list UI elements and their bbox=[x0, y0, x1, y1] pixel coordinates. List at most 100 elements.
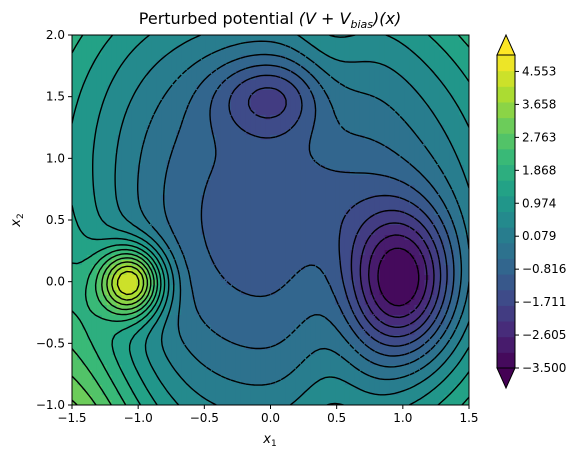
contour-cell bbox=[339, 335, 346, 341]
contour-cell bbox=[459, 280, 465, 286]
contour-cell bbox=[404, 290, 411, 296]
contour-cell bbox=[335, 170, 341, 176]
contour-cell bbox=[240, 210, 247, 216]
contour-cell bbox=[86, 135, 93, 141]
contour-cell bbox=[399, 265, 406, 271]
contour-cell bbox=[76, 155, 83, 161]
contour-cell bbox=[141, 85, 148, 91]
contour-cell bbox=[141, 100, 148, 106]
contour-cell bbox=[136, 275, 143, 281]
contour-cell bbox=[91, 290, 98, 296]
contour-cell bbox=[414, 225, 420, 231]
contour-cell bbox=[320, 225, 326, 231]
contour-cell bbox=[116, 340, 123, 346]
contour-cell bbox=[205, 110, 212, 116]
contour-cell bbox=[91, 110, 98, 116]
contour-cell bbox=[454, 35, 460, 41]
contour-cell bbox=[225, 245, 232, 251]
contour-cell bbox=[121, 225, 128, 231]
contour-cell bbox=[161, 100, 167, 106]
contour-cell bbox=[101, 70, 108, 76]
contour-cell bbox=[146, 35, 152, 41]
contour-cell bbox=[315, 205, 321, 211]
contour-cell bbox=[315, 140, 321, 146]
contour-cell bbox=[225, 165, 232, 171]
contour-cell bbox=[459, 225, 465, 231]
contour-cell bbox=[146, 325, 152, 331]
contour-cell bbox=[330, 95, 336, 101]
contour-cell bbox=[151, 190, 157, 196]
contour-cell bbox=[359, 140, 366, 146]
contour-cell bbox=[285, 270, 291, 276]
contour-cell bbox=[364, 185, 371, 191]
contour-cell bbox=[444, 45, 450, 51]
contour-cell bbox=[255, 290, 262, 296]
contour-cell bbox=[151, 185, 157, 191]
contour-cell bbox=[384, 245, 391, 251]
contour-cell bbox=[171, 150, 177, 156]
contour-cell bbox=[409, 160, 416, 166]
contour-cell bbox=[196, 275, 202, 281]
contour-cell bbox=[245, 160, 252, 166]
contour-cell bbox=[186, 305, 192, 311]
contour-cell bbox=[250, 140, 257, 146]
contour-cell bbox=[230, 115, 237, 121]
contour-cell bbox=[339, 210, 346, 216]
contour-cell bbox=[344, 205, 351, 211]
contour-cell bbox=[260, 145, 267, 151]
contour-cell bbox=[369, 340, 376, 346]
contour-cell bbox=[310, 85, 316, 91]
contour-cell bbox=[156, 155, 162, 161]
contour-cell bbox=[454, 55, 460, 61]
contour-cell bbox=[86, 315, 93, 321]
contour-cell bbox=[215, 305, 222, 311]
contour-cell bbox=[86, 125, 93, 131]
contour-cell bbox=[151, 140, 157, 146]
contour-cell bbox=[106, 215, 113, 221]
contour-cell bbox=[320, 160, 326, 166]
contour-cell bbox=[205, 35, 212, 41]
contour-cell bbox=[434, 290, 440, 296]
contour-cell bbox=[449, 180, 455, 186]
contour-cell bbox=[330, 335, 336, 341]
contour-cell bbox=[230, 80, 237, 86]
contour-cell bbox=[106, 100, 113, 106]
contour-cell bbox=[374, 45, 381, 51]
contour-cell bbox=[141, 305, 148, 311]
contour-cell bbox=[126, 130, 133, 136]
contour-cell bbox=[191, 305, 197, 311]
contour-cell bbox=[354, 255, 361, 261]
contour-cell bbox=[335, 260, 341, 266]
contour-cell bbox=[454, 335, 460, 341]
contour-cell bbox=[146, 205, 152, 211]
contour-cell bbox=[389, 150, 396, 156]
contour-cell bbox=[220, 215, 227, 221]
contour-cell bbox=[305, 120, 311, 126]
contour-cell bbox=[290, 40, 296, 46]
contour-cell bbox=[156, 105, 162, 111]
contour-cell bbox=[76, 200, 83, 206]
contour-cell bbox=[364, 150, 371, 156]
contour-cell bbox=[449, 205, 455, 211]
contour-cell bbox=[196, 130, 202, 136]
contour-cell bbox=[255, 70, 262, 76]
contour-cell bbox=[305, 325, 311, 331]
contour-cell bbox=[344, 120, 351, 126]
contour-cell bbox=[439, 145, 445, 151]
contour-cell bbox=[429, 320, 435, 326]
contour-cell bbox=[86, 230, 93, 236]
contour-cell bbox=[404, 330, 411, 336]
contour-cell bbox=[409, 50, 416, 56]
contour-cell bbox=[325, 265, 331, 271]
contour-cell bbox=[295, 250, 301, 256]
contour-cell bbox=[91, 155, 98, 161]
contour-cell bbox=[260, 40, 267, 46]
contour-cell bbox=[434, 150, 440, 156]
contour-cell bbox=[394, 205, 401, 211]
contour-cell bbox=[354, 45, 361, 51]
contour-cell bbox=[300, 220, 306, 226]
contour-cell bbox=[364, 100, 371, 106]
contour-cell bbox=[439, 130, 445, 136]
contour-cell bbox=[86, 225, 93, 231]
contour-cell bbox=[240, 330, 247, 336]
